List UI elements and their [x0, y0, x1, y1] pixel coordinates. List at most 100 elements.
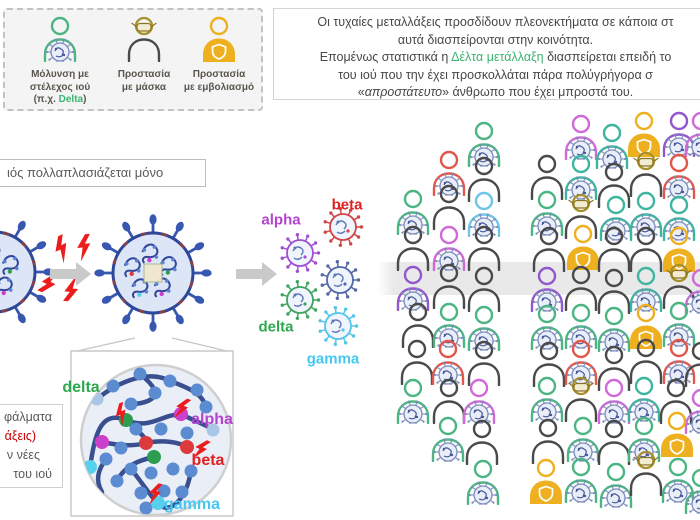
legend-item-mask: Προστασία με μάσκα [101, 16, 187, 94]
unprotected-word: απροστάτευτο [364, 85, 443, 99]
person-infected-green [681, 468, 700, 518]
rna-bead-blue [199, 400, 213, 414]
person-masked [561, 376, 601, 423]
rna-bead-blue [148, 386, 162, 400]
lightning-bolt-icon [55, 234, 67, 264]
person-plain [464, 225, 504, 272]
person-infected-green [563, 416, 603, 466]
person-infected-purple [393, 265, 433, 315]
legend-label: στέλεχος ιού [29, 81, 91, 93]
rna-bead-blue [129, 422, 143, 436]
info-line-3: Επομένως στατιστικά η Δέλτα μετάλλαξη δι… [319, 50, 672, 64]
person-vaccinated [657, 411, 697, 457]
rna-bead-blue [163, 374, 177, 388]
variant-label-gamma: gamma [163, 496, 221, 513]
person-plain [429, 263, 469, 310]
person-vaccinated [563, 224, 603, 270]
person-plain [594, 268, 634, 315]
lightning-bolt-icon [115, 401, 126, 427]
variant-label-alpha: alpha [191, 411, 233, 428]
rna-bead-magenta [174, 407, 188, 421]
info-line-4: του ιού που την έχει προσκολλάται πάρα π… [338, 67, 653, 82]
rna-bead-cyan [151, 496, 165, 510]
person-infected-magenta [561, 114, 601, 164]
person-infected-green [393, 378, 433, 428]
infected-person-icon [40, 16, 80, 66]
person-masked [626, 450, 666, 497]
person-plain [528, 418, 568, 465]
person-plain [464, 156, 504, 203]
person-infected-red [659, 338, 699, 388]
mutation-note-line: άξεις) [4, 429, 36, 443]
lightning-bolt-icon [192, 440, 211, 459]
person-plain [398, 302, 438, 349]
vaccinated-person-icon [199, 16, 239, 62]
arrow-right-icon [50, 262, 91, 286]
person-infected-magenta [681, 111, 700, 161]
person-plain [594, 162, 634, 209]
legend-item-vaccine: Προστασία με εμβολιασμό [173, 16, 265, 94]
legend-label: Προστασία [192, 69, 246, 80]
mutation-note-line: ν νέες [6, 448, 40, 462]
magnifier-connectors [72, 337, 232, 353]
person-infected-cyan [464, 191, 504, 241]
person-masked [626, 151, 666, 198]
person-infected-teal [561, 154, 601, 204]
rna-bead-blue [110, 474, 124, 488]
delta-mutation-highlight: Δέλτα μετάλλαξη [451, 50, 544, 64]
person-vaccinated [659, 226, 699, 272]
info-line-2: αυτά διασπείρονται στην κοινότητα. [397, 32, 594, 47]
legend-label: με μάσκα [121, 81, 167, 93]
coronavirus-icon [94, 214, 212, 332]
rna-bead-blue [133, 367, 147, 381]
person-plain [594, 345, 634, 392]
legend-label: (π.χ. Delta) [33, 94, 87, 105]
rna-bead-blue [114, 441, 128, 455]
replication-caption: ιός πολλαπλασιάζεται μόνο [7, 165, 164, 180]
person-infected-green [428, 416, 468, 466]
rna-bead-red [139, 436, 153, 450]
person-plain [429, 378, 469, 425]
person-masked [659, 263, 699, 310]
arrow-right-icon [236, 262, 277, 286]
legend-label: Προστασία [117, 69, 171, 80]
rna-bead-blue [190, 383, 204, 397]
variant-label-delta: delta [62, 379, 100, 396]
legend-label: με εμβολιασμό [183, 81, 255, 93]
lightning-bolt-icon [174, 398, 192, 419]
person-infected-green [527, 376, 567, 426]
rna-bead-blue [124, 462, 138, 476]
rna-bead-blue [184, 464, 198, 478]
person-plain [681, 341, 700, 388]
person-plain [561, 265, 601, 312]
variant-virus-icon [280, 232, 321, 274]
rna-bead-light [206, 423, 220, 437]
delta-highlight: Delta [58, 94, 84, 105]
rna-bead-blue [134, 486, 148, 500]
person-plain [626, 226, 666, 273]
person-vaccinated [626, 303, 666, 349]
person-plain [527, 154, 567, 201]
mutation-note-line: φάλματα [4, 410, 52, 424]
variant-label-alpha: alpha [261, 211, 301, 229]
variant-virus-icon [280, 279, 321, 321]
person-plain [656, 378, 696, 425]
person-plain [529, 341, 569, 388]
masked-person-icon [124, 16, 164, 63]
person-infected-magenta [681, 388, 700, 438]
person-plain [529, 226, 569, 273]
person-infected-green [463, 459, 503, 509]
rna-bead-blue [106, 379, 120, 393]
person-plain [594, 226, 634, 273]
rna-bead-red [180, 440, 194, 454]
rna-bead-blue [154, 422, 168, 436]
rna-bead-blue [180, 426, 194, 440]
person-infected-green [658, 457, 698, 507]
person-plain [397, 339, 437, 386]
rna-bead-blue [157, 484, 171, 498]
person-plain [393, 225, 433, 272]
rna-bead-blue [124, 397, 138, 411]
